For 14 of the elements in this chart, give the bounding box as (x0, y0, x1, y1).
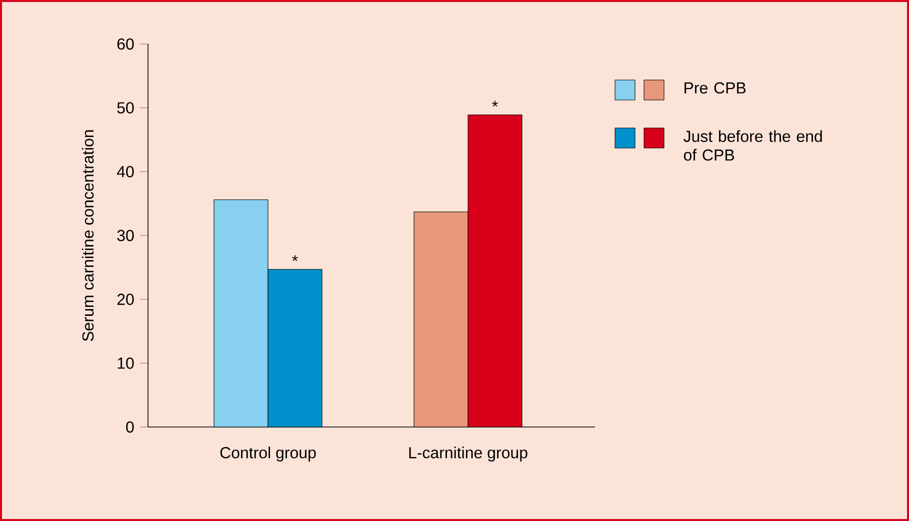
y-tick-label: 40 (116, 166, 134, 178)
annotation: * (492, 100, 498, 107)
legend-label: Just before the end of CPB (684, 130, 822, 161)
x-tick-label: Control group (220, 446, 316, 462)
y-tick-label: 50 (117, 102, 134, 114)
x-tick-label: L-carnitine group (409, 446, 528, 462)
y-tick-label: 0 (126, 421, 134, 433)
y-tick-label: 20 (117, 294, 134, 305)
y-axis-title: Serum carnitine concentration (82, 130, 94, 342)
y-tick-label: 30 (117, 230, 134, 242)
annotation: * (292, 255, 298, 262)
legend-label: Pre CPB (684, 82, 746, 94)
y-tick-label: 60 (117, 38, 134, 50)
y-tick-label: 10 (118, 358, 134, 369)
